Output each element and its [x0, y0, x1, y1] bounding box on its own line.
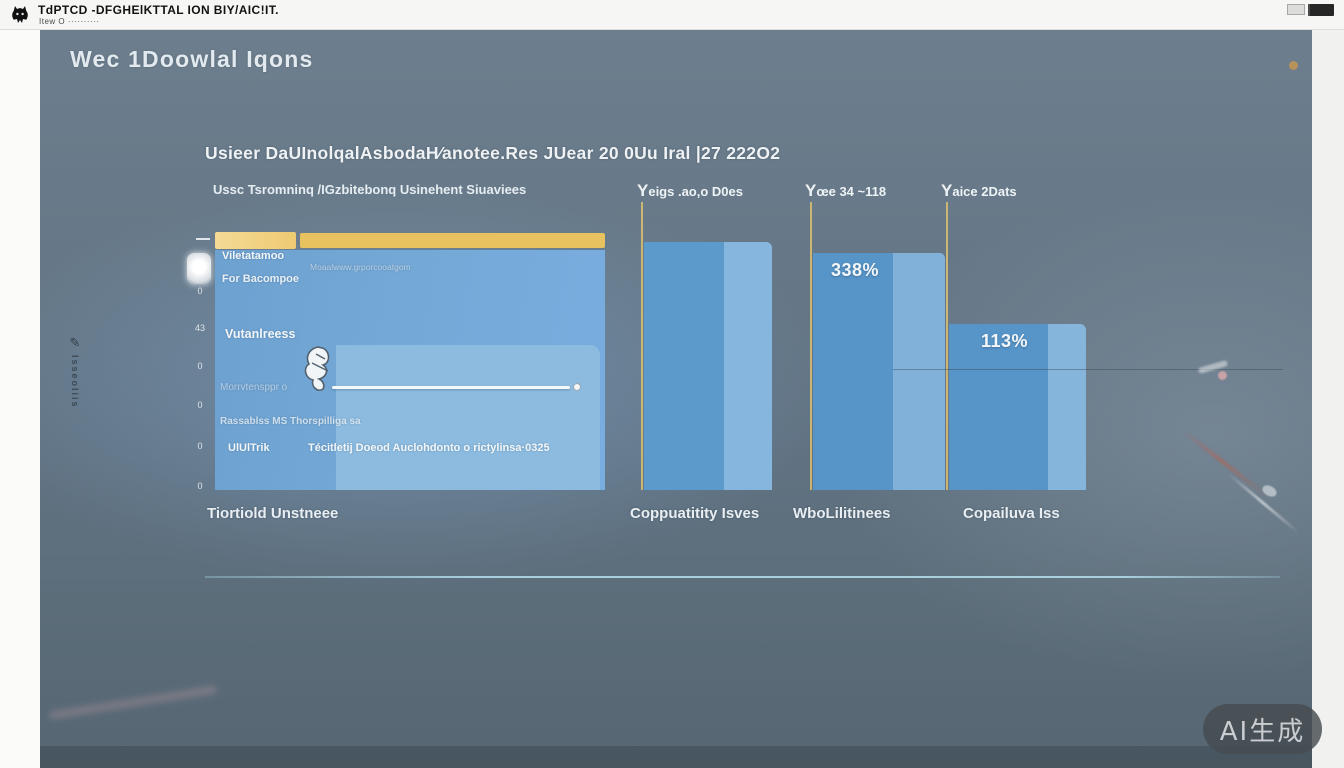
- window-button-dark[interactable]: [1308, 4, 1334, 16]
- vertical-gridline: [810, 202, 812, 490]
- watermark-text: AI生成: [1219, 716, 1306, 747]
- y-axis-dash: [196, 238, 210, 240]
- right-page-margin: [1312, 30, 1344, 768]
- bar-group-4-light: [1048, 324, 1086, 490]
- left-page-margin: [0, 30, 40, 768]
- bar1-label: For Bacompoe: [222, 273, 300, 285]
- legend-item: Yœe 34 ~118: [805, 181, 887, 200]
- bar1-label: Viletatamoo: [222, 250, 285, 262]
- chart-subtitle: Ussc Tsromninq /IGzbitebonq Usinehent Si…: [213, 182, 527, 197]
- bar-group-4-dark: [949, 324, 1048, 490]
- decorative-artifact: [1218, 371, 1227, 380]
- category-label: Coppuatitity Isves: [630, 505, 760, 522]
- horizontal-gridline: [893, 369, 1283, 370]
- bar-group-2-light: [724, 242, 772, 490]
- progress-line: [332, 386, 570, 389]
- decorative-artifact: [1260, 483, 1279, 499]
- y-axis-tick: 0: [197, 361, 203, 371]
- panel-bottom-band: [40, 746, 1312, 768]
- category-label: Tiortiold Unstneee: [207, 505, 339, 522]
- bar-value-label: 113%: [981, 331, 1029, 351]
- vertical-gridline: [946, 202, 948, 490]
- app-logo-icon[interactable]: [8, 3, 32, 27]
- y-axis-tick: 0: [197, 441, 203, 451]
- topbar-subtitle: Itew O ··········: [39, 17, 100, 26]
- status-dot: [1289, 61, 1298, 70]
- decorative-artifact: [1227, 472, 1300, 534]
- browser-top-bar: TdPTCD -DFGHElKTTAL ION BIY/AIC!IT. Itew…: [0, 0, 1344, 30]
- window-button-light[interactable]: [1287, 4, 1305, 15]
- y-axis-tick: 0: [197, 481, 203, 491]
- bar-group-2-dark: [644, 242, 724, 490]
- bar-group-1: [215, 250, 605, 490]
- y-axis-tick: 0: [197, 400, 203, 410]
- bar1-label: Morrvtensppr o: [220, 382, 288, 393]
- bar-value-label: 338%: [831, 260, 880, 280]
- bar-group-1-inner-panel: [336, 345, 600, 490]
- chart-title: Usieer DaUInolqalAsbodaH⁄anotee.Res JUea…: [205, 143, 781, 163]
- scribble-cursor-icon: [304, 346, 330, 391]
- bar1-label: Rassablss MS Thorspilliga sa: [220, 416, 361, 427]
- decorative-artifact: [1197, 359, 1229, 375]
- category-label: WboLilitinees: [793, 505, 891, 522]
- yellow-bar-segment: [300, 233, 605, 248]
- window-controls[interactable]: [1287, 4, 1334, 16]
- topbar-title: TdPTCD -DFGHElKTTAL ION BIY/AIC!IT.: [38, 3, 279, 17]
- bar-group-3-dark: [813, 253, 893, 490]
- sidebar-tab-label: Isseoliis: [70, 355, 80, 409]
- legend-item: Yaice 2Dats: [941, 181, 1017, 200]
- y-axis-tick: 0: [197, 286, 203, 296]
- page-title: Wec 1Doowlal Iqons: [70, 46, 314, 72]
- y-axis-tick: 43: [194, 323, 205, 333]
- slider-handle[interactable]: [187, 253, 211, 284]
- bar-group-3-light: [893, 253, 945, 490]
- category-label: Copailuva Iss: [963, 505, 1060, 522]
- bar1-footer-label: UlUlTrik: [228, 442, 270, 454]
- pen-icon: ✎: [69, 335, 81, 350]
- section-divider: [205, 576, 1280, 578]
- decorative-artifact: [48, 684, 218, 721]
- yellow-bar-segment: [215, 232, 296, 249]
- decorative-artifact: [1180, 428, 1272, 501]
- vertical-gridline: [641, 202, 643, 490]
- bar1-footer-text: Técitletij Doeod Auclohdonto o rictylins…: [308, 442, 550, 454]
- ai-generated-watermark: AI生成: [1203, 704, 1322, 754]
- bar1-link-text: Moaalwww.grporcooatgom: [310, 262, 411, 272]
- bar1-label: Vutanlreess: [225, 327, 296, 341]
- legend-item: Yeigs .ao,o D0es: [637, 181, 743, 200]
- sidebar-vertical-tab[interactable]: ✎ Isseoliis: [64, 335, 86, 414]
- progress-line-endpoint: [573, 383, 581, 391]
- dashboard-panel: Wec 1Doowlal Iqons ✎ Isseoliis Usieer Da…: [40, 30, 1312, 768]
